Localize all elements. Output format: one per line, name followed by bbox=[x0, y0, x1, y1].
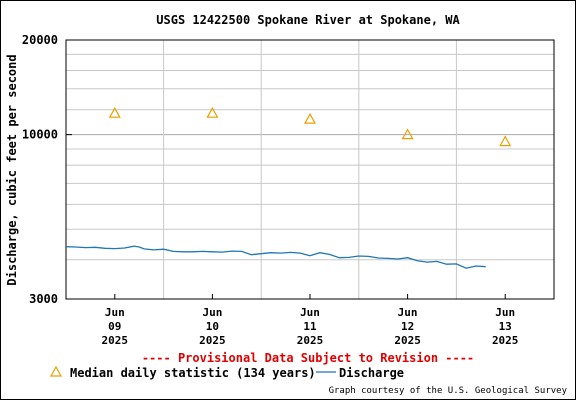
x-tick-label: 2025 bbox=[102, 334, 129, 347]
chart-title: USGS 12422500 Spokane River at Spokane, … bbox=[156, 13, 460, 27]
x-tick-label: Jun bbox=[105, 306, 125, 319]
x-tick-label: Jun bbox=[202, 306, 222, 319]
y-axis-label: Discharge, cubic feet per second bbox=[5, 54, 19, 285]
x-axis-ticks: Jun092025Jun102025Jun112025Jun122025Jun1… bbox=[102, 294, 519, 347]
x-tick-label: 2025 bbox=[297, 334, 324, 347]
x-tick-label: 13 bbox=[499, 320, 512, 333]
x-tick-label: 2025 bbox=[394, 334, 421, 347]
x-tick-label: Jun bbox=[300, 306, 320, 319]
y-tick-label: 3000 bbox=[29, 292, 58, 306]
provisional-note: ---- Provisional Data Subject to Revisio… bbox=[142, 351, 474, 365]
x-tick-label: 09 bbox=[108, 320, 121, 333]
x-tick-label: 10 bbox=[206, 320, 219, 333]
x-tick-label: Jun bbox=[495, 306, 515, 319]
series-layer bbox=[65, 106, 512, 269]
x-tick-label: 12 bbox=[401, 320, 414, 333]
median-marker bbox=[303, 112, 317, 124]
y-tick-label: 20000 bbox=[22, 33, 58, 47]
y-axis-ticks: 20000 10000 3000 bbox=[22, 33, 72, 306]
median-marker bbox=[401, 128, 414, 140]
x-tick-label: 11 bbox=[303, 320, 317, 333]
median-marker bbox=[206, 106, 219, 118]
legend-discharge-label: Discharge bbox=[339, 366, 404, 380]
legend-median-marker bbox=[49, 365, 63, 377]
legend: Median daily statistic (134 years) Disch… bbox=[49, 365, 404, 380]
median-marker bbox=[499, 135, 512, 147]
median-marker bbox=[108, 106, 121, 118]
credit-text: Graph courtesy of the U.S. Geological Su… bbox=[329, 386, 568, 396]
legend-median-label: Median daily statistic (134 years) bbox=[70, 366, 316, 380]
x-tick-label: Jun bbox=[398, 306, 418, 319]
discharge-line bbox=[65, 245, 486, 269]
x-tick-label: 2025 bbox=[492, 334, 519, 347]
x-tick-label: 2025 bbox=[199, 334, 226, 347]
y-tick-label: 10000 bbox=[22, 128, 58, 142]
